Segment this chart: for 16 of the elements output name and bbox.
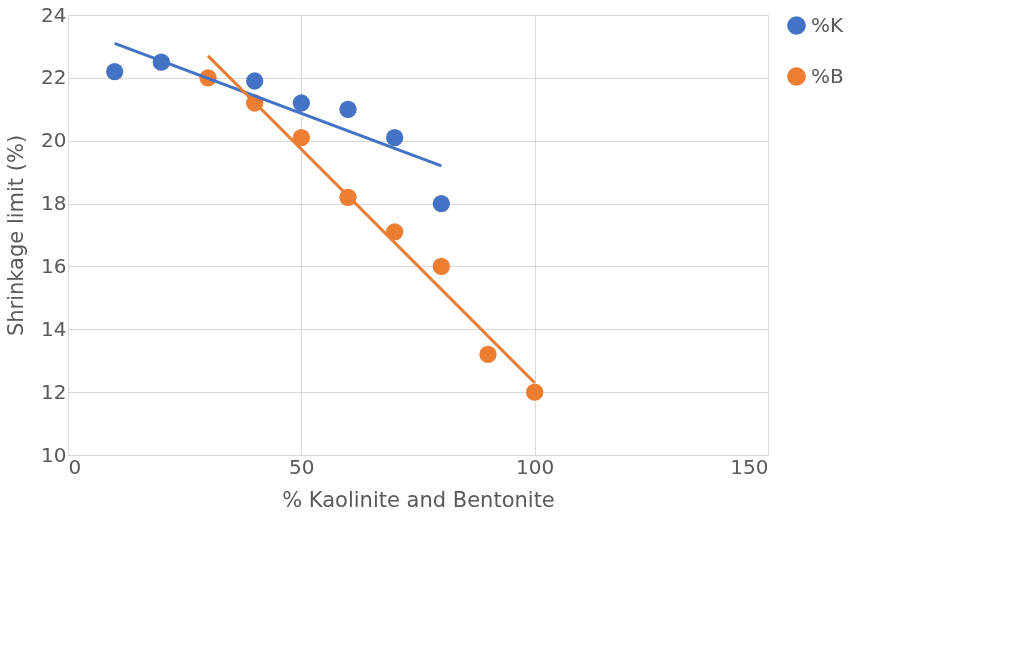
y-axis-title: Shrinkage limit (%) — [4, 134, 29, 337]
y-tick-label: 12 — [41, 379, 67, 404]
y-tick-label: 16 — [41, 253, 67, 278]
x-tick-label: 100 — [516, 454, 555, 479]
y-tick-label: 18 — [41, 191, 67, 216]
y-tick-label: 20 — [41, 128, 67, 153]
x-tick-label: 0 — [68, 454, 82, 479]
y-tick-label: 14 — [41, 316, 67, 341]
y-tick-label: 22 — [41, 65, 67, 90]
y-tick-label: 10 — [41, 442, 67, 467]
x-axis-title: % Kaolinite and Bentonite — [282, 487, 555, 512]
x-tick-label: 150 — [730, 454, 769, 479]
x-tick-label: 50 — [289, 454, 315, 479]
legend-label: %B — [811, 63, 844, 88]
legend-label: %K — [811, 12, 844, 37]
y-tick-label: 24 — [41, 2, 67, 27]
